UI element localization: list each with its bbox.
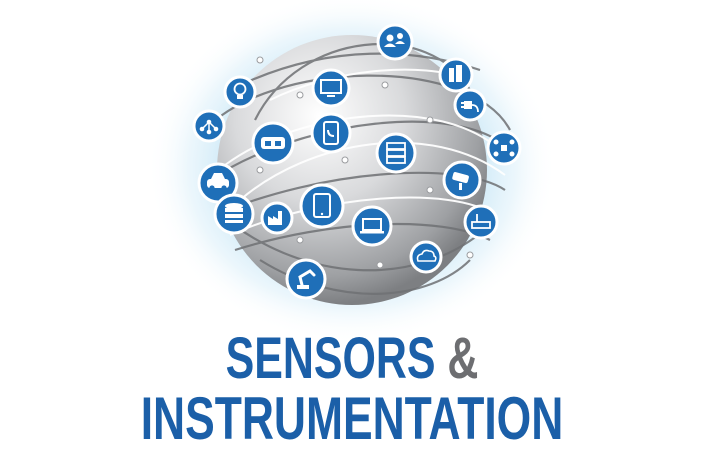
title-word-sensors: SENSORS xyxy=(225,326,436,391)
monitor-icon xyxy=(311,68,351,108)
tablet-icon xyxy=(299,183,345,229)
router-icon xyxy=(463,204,499,240)
factory-icon xyxy=(260,201,294,235)
network-nodes-icon xyxy=(192,109,226,143)
autonomous-car-icon xyxy=(197,162,239,204)
title-line-2: INSTRUMENTATION xyxy=(140,385,564,452)
robot-arm-icon xyxy=(285,258,327,300)
smartphone-icon xyxy=(310,112,352,154)
buildings-icon xyxy=(438,57,474,93)
drone-icon xyxy=(486,130,522,166)
lightbulb-icon xyxy=(223,75,257,109)
laptop-icon xyxy=(351,205,393,247)
security-camera-icon xyxy=(442,160,482,200)
plug-icon xyxy=(453,88,487,122)
database-icon xyxy=(213,193,255,235)
server-icon xyxy=(375,132,417,174)
title-line-1: SENSORS & xyxy=(92,328,613,390)
people-icon xyxy=(376,23,414,61)
cloud-icon xyxy=(409,240,443,274)
title-ampersand: & xyxy=(447,326,479,391)
vr-headset-icon xyxy=(251,121,295,165)
